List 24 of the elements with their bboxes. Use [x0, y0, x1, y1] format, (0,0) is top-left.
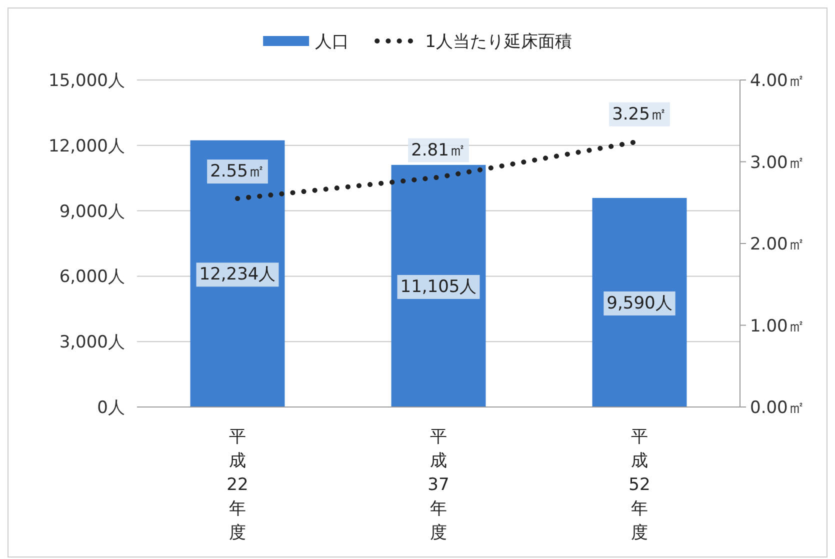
y-tick-label: 3,000人 [59, 332, 125, 353]
legend-label: 人口 [315, 32, 350, 52]
data-label: 11,105人 [400, 276, 477, 297]
y2-tick-label: 0.00㎡ [750, 398, 805, 418]
y2-tick-label: 2.00㎡ [750, 234, 805, 254]
x-tick-label: 平成52年度 [628, 427, 650, 543]
y2-tick-label: 1.00㎡ [750, 316, 805, 336]
y-tick-label: 15,000人 [48, 71, 125, 91]
bar [391, 164, 486, 407]
y-tick-label: 0人 [97, 398, 125, 418]
y-tick-label: 9,000人 [59, 202, 125, 222]
legend-label: 1人当たり延床面積 [425, 32, 572, 52]
y-tick-label: 6,000人 [59, 267, 125, 288]
x-tick-label: 平成37年度 [428, 427, 450, 543]
bar [592, 198, 687, 407]
y-tick-label: 12,000人 [48, 136, 125, 156]
data-label: 9,590人 [606, 293, 672, 314]
x-tick-label: 平成22年度 [226, 427, 248, 543]
y2-tick-label: 4.00㎡ [750, 71, 805, 91]
data-label: 12,234人 [199, 264, 276, 285]
data-label: 2.55㎡ [210, 162, 265, 182]
data-label: 3.25㎡ [612, 104, 667, 124]
data-label: 2.81㎡ [411, 140, 466, 160]
y2-tick-label: 3.00㎡ [750, 152, 805, 173]
